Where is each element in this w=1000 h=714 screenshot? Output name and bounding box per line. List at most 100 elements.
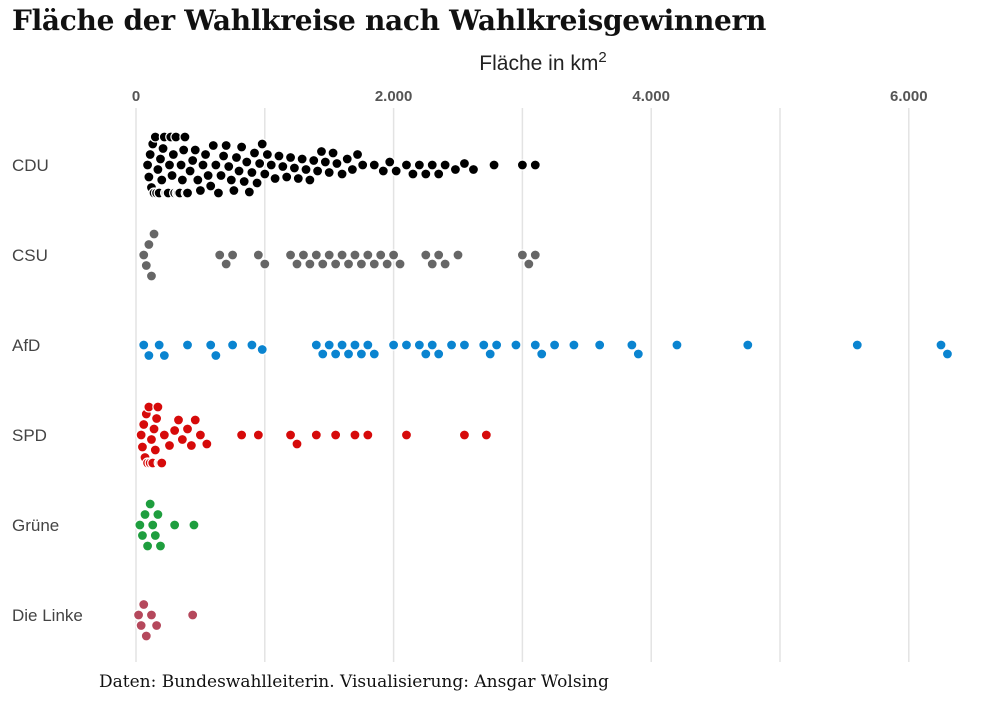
data-point: [291, 438, 303, 450]
data-point: [381, 258, 393, 270]
data-point: [439, 258, 451, 270]
data-point: [185, 439, 197, 452]
data-point: [394, 258, 406, 270]
gridlines: [135, 108, 910, 662]
category-label: CDU: [12, 156, 49, 175]
data-point: [426, 258, 438, 270]
data-point: [400, 159, 413, 171]
data-point: [458, 339, 471, 351]
data-point: [145, 270, 158, 282]
data-point: [197, 159, 209, 171]
data-point: [156, 457, 168, 469]
data-point: [246, 339, 258, 351]
data-point: [291, 258, 303, 270]
category-label: AfD: [12, 336, 40, 355]
data-point: [215, 169, 227, 182]
data-point: [236, 141, 248, 153]
data-point: [251, 177, 263, 189]
data-point: [214, 249, 226, 261]
data-point: [433, 249, 445, 261]
data-point: [390, 165, 402, 177]
data-point: [433, 168, 445, 180]
data-point: [400, 339, 413, 351]
data-point: [202, 169, 214, 182]
data-point: [346, 163, 358, 176]
data-point: [152, 163, 164, 176]
data-point: [458, 429, 471, 441]
data-point: [420, 348, 432, 360]
data-point: [594, 339, 606, 351]
data-point: [327, 147, 339, 159]
data-point: [134, 519, 146, 531]
data-point: [281, 171, 293, 183]
data-point: [205, 339, 217, 351]
x-tick-label: 6.000: [890, 88, 928, 105]
data-point: [351, 148, 364, 161]
data-point: [284, 429, 297, 441]
data-point: [158, 429, 170, 441]
data-point: [187, 609, 199, 621]
x-tick-label: 0: [132, 88, 140, 105]
data-point: [478, 339, 490, 351]
data-point: [375, 249, 387, 261]
data-point: [135, 619, 147, 632]
data-point: [742, 339, 754, 351]
data-point: [323, 339, 335, 351]
data-point: [136, 529, 149, 542]
data-point: [141, 159, 154, 171]
data-point: [151, 412, 163, 425]
data-point: [413, 159, 425, 171]
data-point: [223, 160, 235, 173]
data-point: [357, 159, 369, 171]
data-point: [259, 168, 271, 180]
data-point: [192, 174, 204, 186]
data-point: [336, 339, 348, 351]
data-point: [149, 529, 161, 542]
data-point: [548, 339, 561, 351]
data-point: [480, 429, 492, 441]
data-point: [284, 151, 297, 164]
data-point: [384, 156, 396, 168]
data-point: [163, 439, 176, 452]
x-tick-label: 2.000: [375, 88, 413, 105]
data-point: [368, 258, 380, 270]
data-point: [413, 339, 425, 351]
data-point: [145, 433, 158, 446]
data-point: [342, 258, 355, 270]
data-point: [169, 519, 181, 531]
data-point: [175, 159, 187, 171]
data-point: [310, 249, 322, 261]
data-point: [207, 139, 219, 152]
data-point: [341, 153, 353, 165]
data-point: [248, 147, 261, 159]
x-axis-title-superscript: 2: [598, 49, 606, 66]
data-point: [228, 184, 240, 197]
data-point: [368, 159, 380, 171]
data-point: [187, 154, 199, 167]
data-point: [315, 145, 328, 158]
data-point: [449, 163, 462, 176]
data-point: [259, 258, 271, 270]
data-point: [377, 165, 389, 177]
data-point: [181, 339, 194, 351]
category-label: Grüne: [12, 516, 59, 535]
data-point: [426, 339, 438, 351]
data-point: [220, 139, 232, 152]
data-point: [147, 519, 159, 531]
data-point: [632, 348, 644, 360]
data-point: [138, 598, 150, 611]
data-point: [420, 249, 432, 261]
data-point: [433, 348, 445, 360]
chart-title: Fläche der Wahlkreise nach Wahlkreisgewi…: [12, 4, 767, 37]
data-point: [176, 174, 188, 186]
data-point: [154, 153, 167, 165]
data-point: [181, 187, 194, 199]
data-point: [252, 429, 264, 441]
data-point: [510, 339, 522, 351]
data-point: [671, 339, 683, 351]
data-point: [420, 168, 432, 180]
category-label: SPD: [12, 426, 47, 445]
data-point: [935, 339, 947, 351]
data-point: [153, 339, 165, 351]
